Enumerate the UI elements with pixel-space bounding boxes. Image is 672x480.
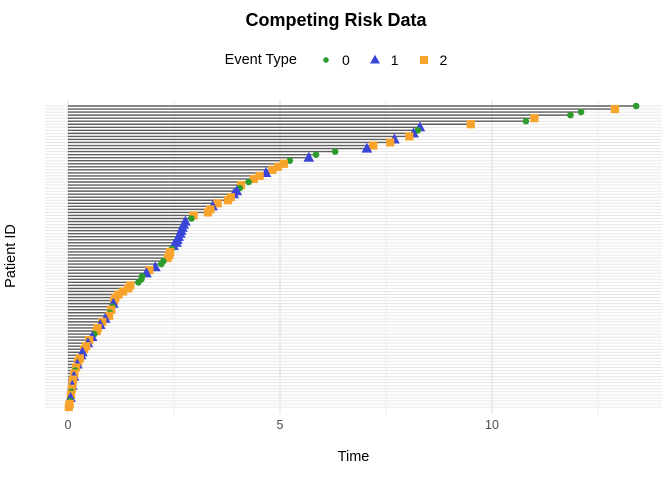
event-marker-type2 xyxy=(249,174,258,184)
x-tick-label: 0 xyxy=(65,418,72,432)
event-marker-type2 xyxy=(268,165,277,174)
event-marker-type0 xyxy=(522,117,530,125)
event-marker-type2 xyxy=(119,287,128,296)
event-marker-type2 xyxy=(145,266,154,275)
event-marker-type2 xyxy=(64,402,73,412)
event-marker-type1 xyxy=(361,142,373,153)
event-marker-type0 xyxy=(577,108,585,116)
event-marker-type0 xyxy=(414,127,422,134)
event-marker-type2 xyxy=(98,317,107,326)
event-marker-type1 xyxy=(303,151,315,162)
event-marker-type2 xyxy=(80,345,89,354)
legend-item-1: 1 xyxy=(368,52,399,68)
legend: Event Type 0 1 2 xyxy=(0,52,672,68)
event-marker-type2 xyxy=(273,162,282,171)
event-marker-type2 xyxy=(466,120,475,129)
legend-marker-square-icon xyxy=(419,56,428,64)
event-marker-type2 xyxy=(213,199,222,208)
event-marker-type0 xyxy=(157,260,165,268)
event-marker-type2 xyxy=(105,311,114,320)
event-marker-type0 xyxy=(245,178,252,186)
legend-marker-triangle-icon xyxy=(369,54,380,64)
x-tick-label: 10 xyxy=(485,418,499,432)
event-marker-type2 xyxy=(92,326,101,336)
event-marker-type2 xyxy=(610,104,620,114)
legend-item-label: 0 xyxy=(341,52,350,68)
event-marker-type2 xyxy=(369,141,378,150)
x-axis-title: Time xyxy=(337,449,370,465)
chart-title: Competing Risk Data xyxy=(245,10,427,30)
event-marker-type0 xyxy=(331,148,339,155)
event-marker-type2 xyxy=(386,138,395,147)
event-marker-type0 xyxy=(286,157,294,165)
event-marker-type0 xyxy=(188,215,195,222)
event-marker-type2 xyxy=(163,253,172,263)
event-marker-type0 xyxy=(312,151,320,158)
event-marker-type2 xyxy=(203,208,213,217)
event-marker-type0 xyxy=(135,279,142,286)
event-marker-type2 xyxy=(223,196,232,205)
y-axis-title: Patient ID xyxy=(3,224,19,288)
legend-marker-circle-icon xyxy=(323,57,329,63)
legend-item-label: 2 xyxy=(439,52,448,68)
event-marker-type0 xyxy=(567,111,574,119)
event-marker-type2 xyxy=(279,159,288,168)
event-marker-type2 xyxy=(189,211,198,220)
x-tick-label: 5 xyxy=(277,418,284,432)
event-marker-type2 xyxy=(530,114,539,123)
legend-title: Event Type xyxy=(224,52,297,68)
event-marker-type2 xyxy=(124,284,133,293)
legend-item-0: 0 xyxy=(319,52,350,68)
event-marker-type2 xyxy=(255,171,264,181)
legend-item-2: 2 xyxy=(417,52,448,68)
event-marker-type0 xyxy=(632,102,640,110)
legend-item-label: 1 xyxy=(390,52,399,68)
event-marker-type2 xyxy=(405,132,414,141)
